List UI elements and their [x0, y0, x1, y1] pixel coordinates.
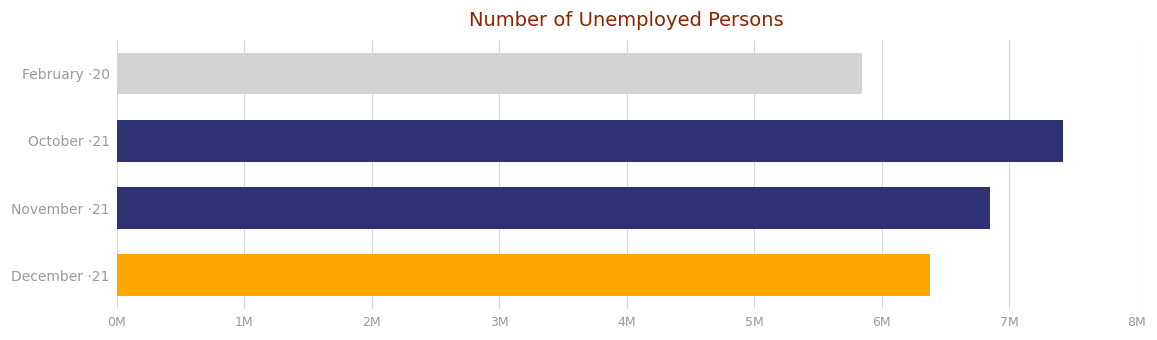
Title: Number of Unemployed Persons: Number of Unemployed Persons [470, 11, 784, 30]
Bar [117, 120, 1062, 162]
Bar [117, 254, 930, 296]
Bar [117, 53, 862, 95]
Bar [117, 187, 990, 229]
